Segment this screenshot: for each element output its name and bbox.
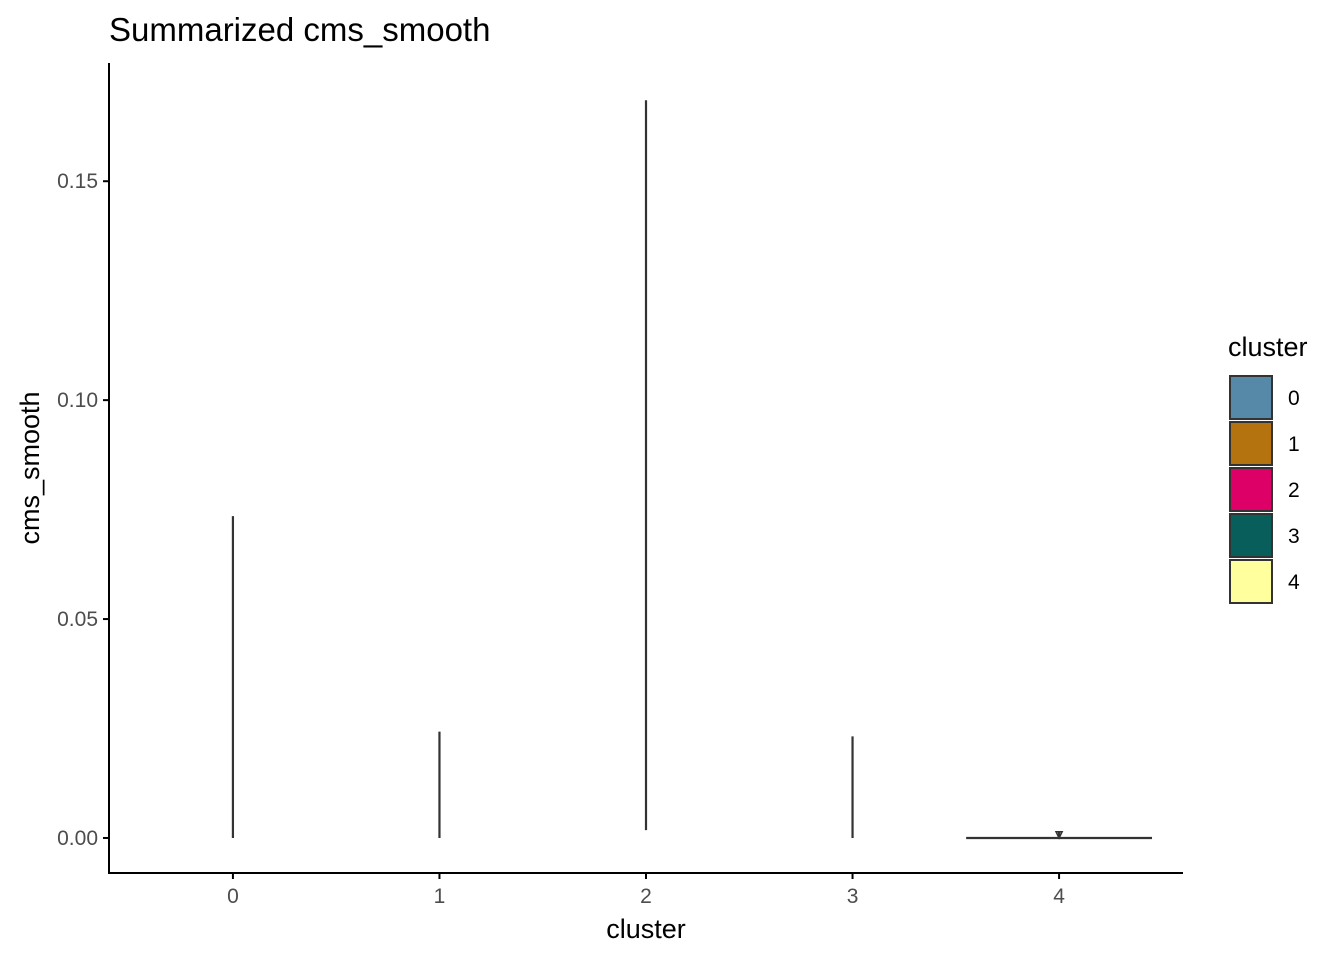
x-axis-ticks: 0 1 2 3 4 (227, 873, 1065, 908)
legend-label-4: 4 (1288, 571, 1300, 594)
legend-swatch-1 (1229, 421, 1273, 466)
legend-label-2: 2 (1288, 479, 1300, 502)
y-axis-title: cms_smooth (15, 391, 45, 544)
x-tick-label: 4 (1053, 885, 1065, 908)
chart-title: Summarized cms_smooth (109, 11, 490, 48)
plot-area (231, 100, 1153, 840)
x-tick-label: 0 (227, 885, 239, 908)
legend-label-3: 3 (1288, 525, 1300, 548)
legend-label-1: 1 (1288, 433, 1300, 456)
legend-title: cluster (1228, 332, 1308, 362)
legend-swatch-4 (1229, 559, 1273, 604)
y-tick-label: 0.15 (57, 170, 98, 193)
y-tick-label: 0.00 (57, 827, 98, 850)
legend-swatch-3 (1229, 513, 1273, 558)
violin-tip-cluster-4 (1054, 831, 1064, 840)
x-axis-title: cluster (606, 914, 686, 944)
legend-swatch-2 (1229, 467, 1273, 512)
y-tick-label: 0.05 (57, 608, 98, 631)
y-tick-label: 0.10 (57, 389, 98, 412)
legend-label-0: 0 (1288, 387, 1300, 410)
x-tick-label: 3 (847, 885, 859, 908)
y-axis-ticks: 0.00 0.05 0.10 0.15 (57, 170, 109, 850)
legend-swatch-0 (1229, 375, 1273, 420)
legend: cluster 0 1 2 3 4 (1228, 332, 1308, 604)
x-tick-label: 2 (640, 885, 652, 908)
x-tick-label: 1 (434, 885, 446, 908)
